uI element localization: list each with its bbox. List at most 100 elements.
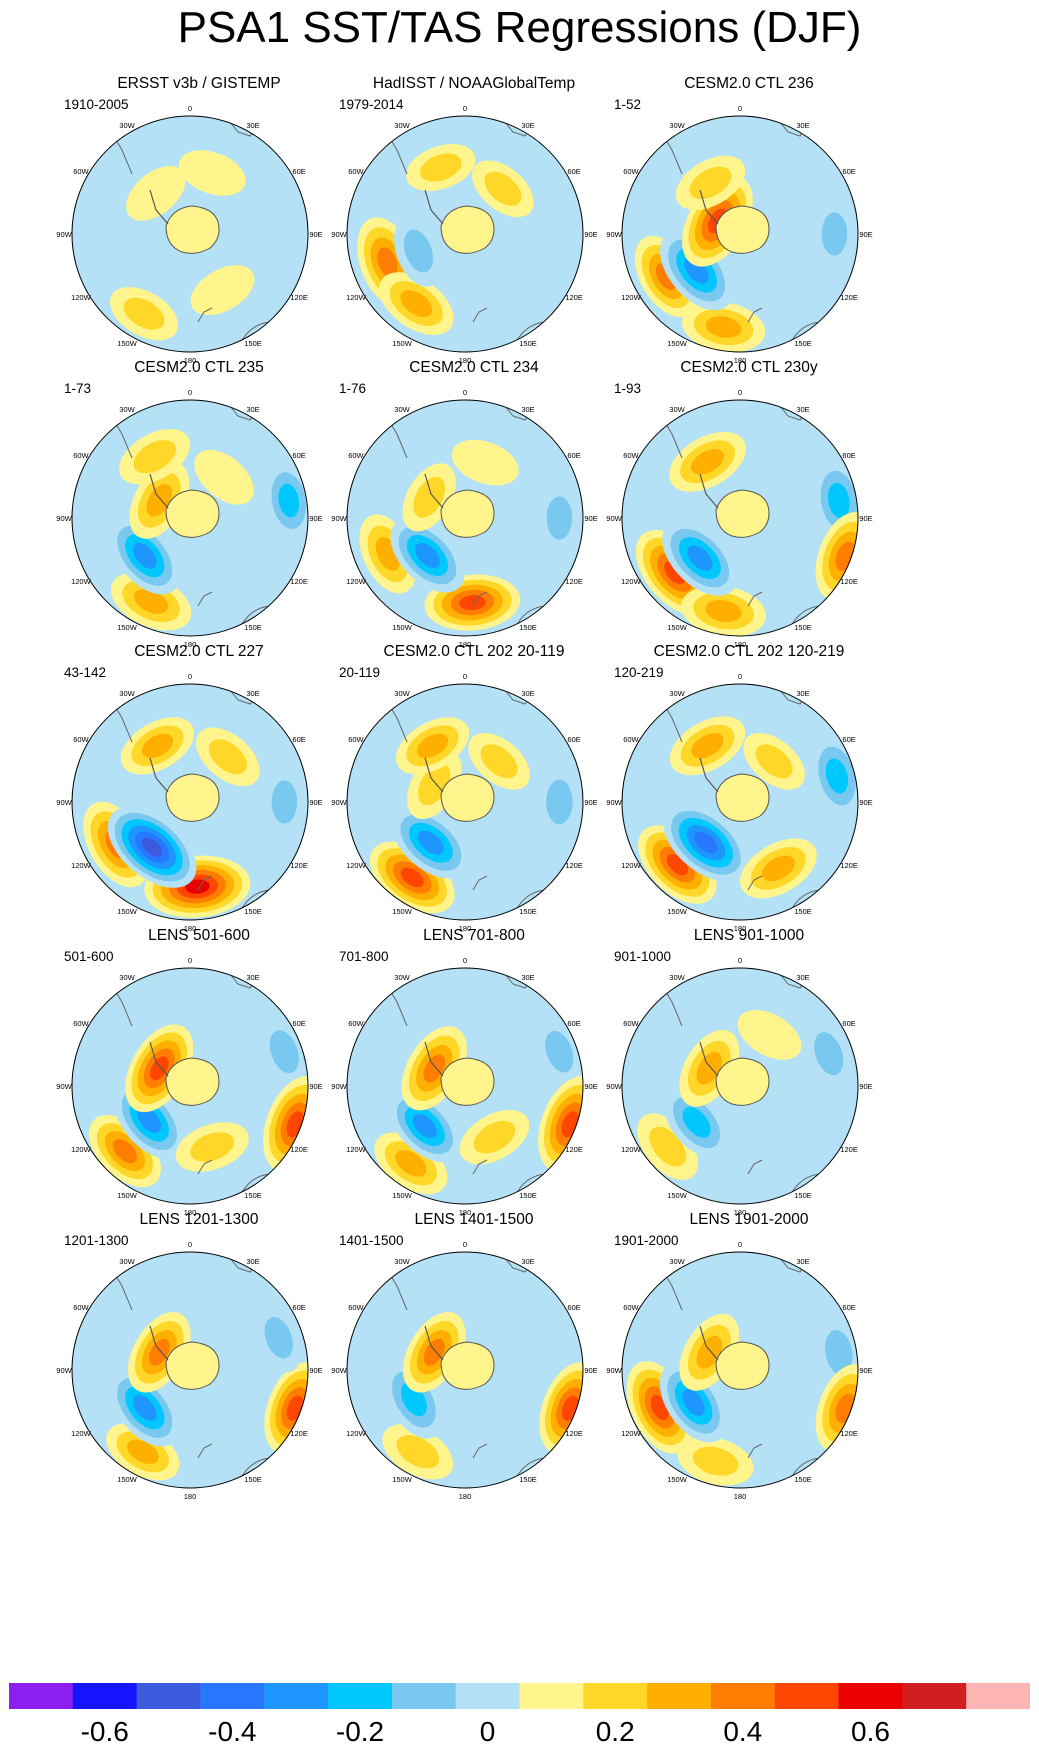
longitude-label: 90E	[584, 1082, 597, 1091]
new-zealand-outline	[472, 591, 488, 607]
antarctica-outline	[715, 1057, 770, 1106]
polar-map: 0 30E 60E 90E 120E 150E 180 150W 120W 90W 60W 30W	[606, 104, 872, 365]
longitude-label: 30E	[246, 405, 259, 414]
longitude-label: 120W	[71, 577, 92, 586]
longitude-label: 90E	[309, 798, 322, 807]
longitude-label: 120W	[346, 861, 367, 870]
longitude-label: 90W	[331, 1082, 347, 1091]
panel-period: 1979-2014	[339, 97, 404, 112]
antarctica-outline	[440, 1341, 495, 1390]
longitude-label: 90W	[331, 798, 347, 807]
longitude-label: 90E	[859, 798, 872, 807]
anomaly-blob	[521, 1290, 572, 1355]
panel-period: 901-1000	[614, 949, 672, 964]
longitude-label: 60E	[292, 1303, 305, 1312]
longitude-label: 120E	[290, 1145, 308, 1154]
panel-title: CESM2.0 CTL 235	[134, 359, 264, 376]
anomaly-blob	[190, 1132, 235, 1162]
polar-map: 0 30E 60E 90E 120E 150E 180 150W 120W 90W 60W 30W	[56, 388, 322, 649]
longitude-label: 30E	[246, 689, 259, 698]
anomaly-blob	[484, 171, 522, 206]
colorbar-swatch	[200, 1683, 265, 1709]
anomaly-blob	[416, 733, 449, 759]
longitude-label: 180	[184, 356, 197, 365]
longitude-label: 150W	[667, 907, 688, 916]
longitude-label: 180	[459, 924, 472, 933]
panel-title: LENS 1401-1500	[414, 1211, 534, 1228]
colorbar-swatch	[902, 1683, 967, 1709]
longitude-label: 60W	[348, 735, 364, 744]
panel-period: 1910-2005	[64, 97, 129, 112]
anomaly-blob	[395, 1150, 427, 1177]
longitude-label: 0	[463, 104, 467, 113]
anomaly-blob	[420, 153, 462, 182]
longitude-label: 180	[734, 924, 747, 933]
longitude-label: 90E	[309, 1366, 322, 1375]
longitude-label: 30W	[394, 689, 410, 698]
polar-map: 0 30E 60E 90E 120E 150E 180 150W 120W 90W 60W 30W	[331, 1240, 597, 1501]
anomaly-blob	[737, 1009, 802, 1060]
anomaly-blob	[827, 482, 850, 519]
new-zealand-outline	[472, 307, 488, 323]
longitude-label: 90E	[859, 514, 872, 523]
antarctic-peninsula-outline	[424, 189, 444, 225]
longitude-label: 90W	[606, 798, 622, 807]
new-zealand-outline	[472, 1443, 488, 1459]
longitude-label: 120W	[346, 1429, 367, 1438]
longitude-label: 150E	[244, 1191, 262, 1200]
polar-map: 0 30E 60E 90E 120E 150E 180 150W 120W 90W 60W 30W	[56, 1240, 322, 1501]
antarctica-outline	[440, 1057, 495, 1106]
longitude-label: 0	[738, 1240, 742, 1249]
longitude-label: 120E	[840, 293, 858, 302]
antarctica-outline	[440, 773, 495, 822]
longitude-label: 120W	[71, 293, 92, 302]
longitude-label: 60E	[292, 735, 305, 744]
longitude-label: 120W	[621, 1429, 642, 1438]
map-panel: CESM2.0 CTL 202 120-219 120-219 0 30E 60E 90E…	[606, 643, 884, 943]
longitude-label: 150W	[392, 339, 413, 348]
longitude-label: 60W	[73, 451, 89, 460]
map-border	[621, 1251, 859, 1489]
panel-period: 701-800	[339, 949, 389, 964]
antarctic-peninsula-outline	[149, 473, 169, 509]
panel-title: LENS 501-600	[148, 927, 250, 944]
anomaly-blob	[178, 150, 246, 196]
longitude-label: 30W	[119, 1257, 135, 1266]
longitude-label: 60E	[567, 735, 580, 744]
longitude-label: 0	[738, 388, 742, 397]
longitude-label: 90W	[331, 230, 347, 239]
longitude-label: 60E	[567, 1303, 580, 1312]
antarctic-peninsula-outline	[149, 189, 169, 225]
longitude-label: 90E	[584, 1366, 597, 1375]
longitude-label: 0	[463, 388, 467, 397]
map-panel: HadISST / NOAAGlobalTemp 1979-2014 0 30E 60E…	[331, 75, 609, 375]
longitude-label: 180	[184, 1208, 197, 1217]
colorbar-tick-label: -0.4	[208, 1716, 257, 1747]
longitude-label: 120E	[565, 293, 583, 302]
colorbar-swatch	[72, 1683, 138, 1709]
longitude-label: 90W	[56, 1082, 72, 1091]
longitude-label: 180	[459, 1492, 472, 1501]
longitude-label: 0	[463, 1240, 467, 1249]
longitude-label: 30W	[119, 121, 135, 130]
anomaly-blob	[814, 1032, 844, 1076]
polar-map: 0 30E 60E 90E 120E 150E 180 150W 120W 90W 60W 30W	[606, 388, 872, 649]
longitude-label: 150W	[392, 907, 413, 916]
anomaly-blob	[190, 265, 255, 316]
map-border	[71, 115, 309, 353]
anomaly-blob	[271, 780, 298, 824]
antarctica-outline	[715, 205, 770, 254]
map-border	[346, 115, 584, 353]
longitude-label: 60W	[73, 735, 89, 744]
anomaly-blob	[423, 1338, 445, 1366]
longitude-label: 120W	[621, 861, 642, 870]
polar-map: 0 30E 60E 90E 120E 150E 180 150W 120W 90W 60W 30W	[56, 672, 322, 933]
longitude-label: 180	[459, 1208, 472, 1217]
antarctic-peninsula-outline	[149, 1325, 169, 1361]
longitude-label: 30E	[796, 973, 809, 982]
longitude-label: 180	[184, 924, 197, 933]
colorbar-tick-label: 0.2	[595, 1716, 635, 1747]
map-border	[346, 967, 584, 1205]
map-panel: ERSST v3b / GISTEMP 1910-2005 0 30E 60E 90E 12…	[56, 75, 334, 375]
longitude-label: 180	[459, 356, 472, 365]
